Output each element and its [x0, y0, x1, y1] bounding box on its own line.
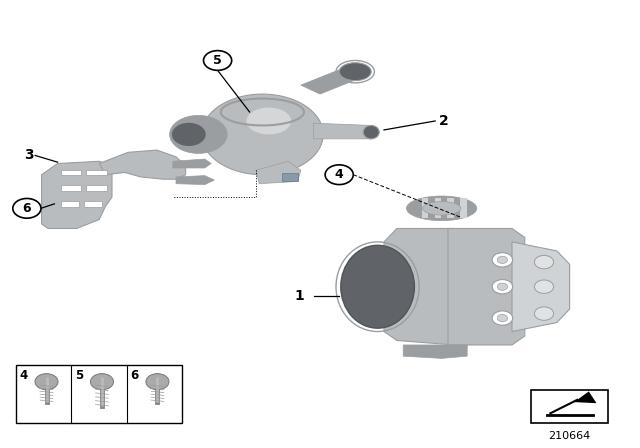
Polygon shape — [403, 345, 467, 358]
Bar — [84, 201, 102, 207]
Circle shape — [13, 198, 41, 218]
Polygon shape — [301, 67, 365, 94]
Circle shape — [325, 165, 353, 185]
Polygon shape — [256, 161, 301, 184]
Bar — [460, 198, 467, 218]
Ellipse shape — [422, 202, 461, 215]
Polygon shape — [99, 150, 186, 179]
Circle shape — [492, 253, 513, 267]
Circle shape — [146, 374, 169, 390]
Polygon shape — [512, 242, 570, 332]
Text: 2: 2 — [438, 114, 448, 128]
Ellipse shape — [406, 196, 477, 221]
Bar — [61, 201, 79, 207]
Bar — [86, 170, 107, 175]
Circle shape — [35, 374, 58, 390]
Polygon shape — [448, 228, 525, 345]
Text: 6: 6 — [22, 202, 31, 215]
Text: 4: 4 — [19, 369, 28, 382]
Bar — [61, 185, 81, 191]
Polygon shape — [314, 123, 371, 139]
Polygon shape — [176, 176, 214, 185]
Circle shape — [90, 374, 113, 390]
Circle shape — [534, 307, 554, 320]
Text: 5: 5 — [213, 54, 222, 67]
Bar — [435, 198, 441, 218]
Circle shape — [492, 311, 513, 325]
Polygon shape — [173, 159, 211, 168]
Bar — [447, 198, 454, 218]
Bar — [86, 185, 107, 191]
Polygon shape — [574, 392, 596, 403]
Text: 1: 1 — [294, 289, 304, 303]
Text: 6: 6 — [130, 369, 138, 382]
Bar — [61, 170, 81, 175]
Circle shape — [534, 280, 554, 293]
Polygon shape — [42, 161, 112, 228]
Ellipse shape — [170, 115, 227, 154]
Bar — [282, 173, 298, 181]
Bar — [531, 390, 608, 423]
Bar — [422, 198, 428, 218]
Circle shape — [492, 280, 513, 294]
Ellipse shape — [246, 108, 291, 134]
Ellipse shape — [339, 63, 371, 81]
Circle shape — [497, 256, 508, 263]
Ellipse shape — [172, 122, 206, 147]
Text: 3: 3 — [24, 147, 34, 162]
Ellipse shape — [340, 246, 415, 328]
Circle shape — [534, 255, 554, 269]
Text: 5: 5 — [75, 369, 83, 382]
Circle shape — [497, 314, 508, 322]
Text: 210664: 210664 — [548, 431, 591, 441]
Ellipse shape — [364, 125, 380, 139]
Circle shape — [204, 51, 232, 70]
Bar — [16, 365, 182, 423]
Polygon shape — [384, 228, 467, 345]
Text: 4: 4 — [335, 168, 344, 181]
Ellipse shape — [202, 94, 323, 175]
Circle shape — [497, 283, 508, 290]
